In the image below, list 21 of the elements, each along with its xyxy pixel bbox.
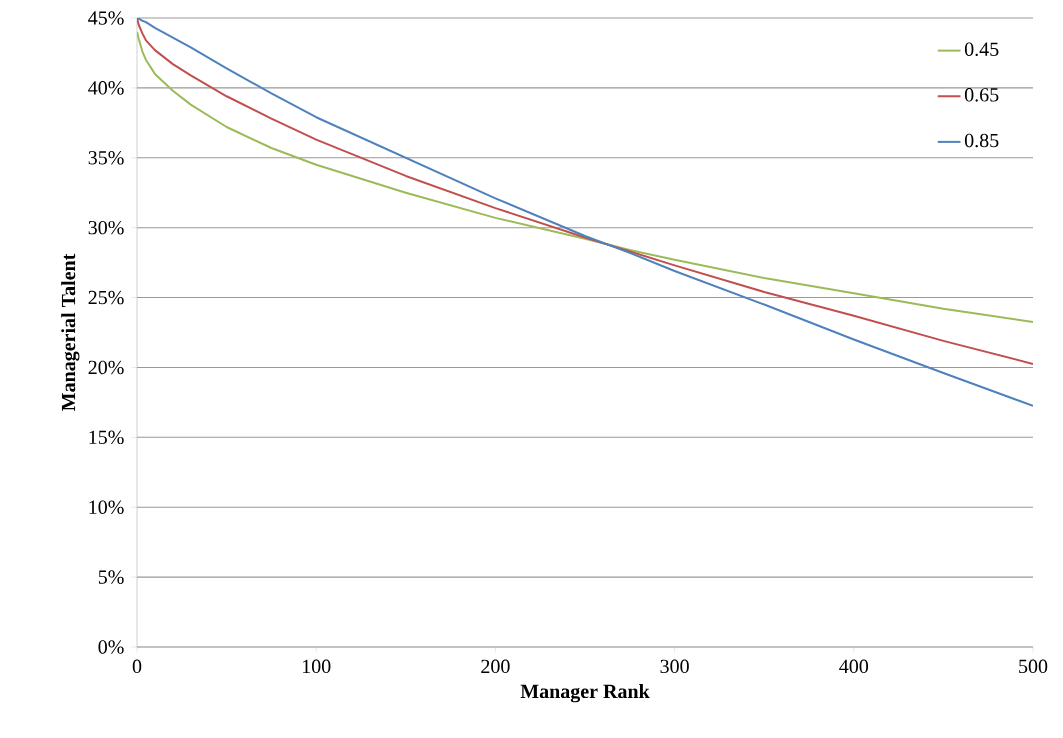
x-tick-label: 300	[660, 659, 689, 674]
x-tick-label: 500	[1019, 659, 1048, 674]
x-tick-label: 400	[839, 659, 869, 674]
y-tick-label: 40%	[88, 81, 124, 95]
y-tick-label: 0%	[98, 640, 124, 654]
y-tick-label: 10%	[89, 500, 124, 514]
legend-label: 0.65	[964, 88, 999, 102]
legend-label: 0.45	[964, 42, 999, 57]
y-tick-label: 45%	[88, 11, 124, 25]
x-axis-title: Manager Rank	[520, 684, 650, 703]
y-tick-label: 5%	[98, 570, 124, 584]
x-tick-label: 200	[481, 659, 510, 674]
y-tick-label: 25%	[88, 290, 124, 305]
y-tick-label: 30%	[88, 220, 124, 235]
y-tick-label: 35%	[88, 150, 124, 165]
legend-label: 0.85	[964, 133, 999, 148]
y-axis-title: Managerial Talent	[61, 253, 80, 411]
x-tick-label: 0	[132, 659, 142, 674]
y-tick-label: 15%	[89, 430, 124, 445]
x-tick-label: 100	[302, 659, 331, 674]
y-tick-label: 20%	[88, 360, 124, 375]
